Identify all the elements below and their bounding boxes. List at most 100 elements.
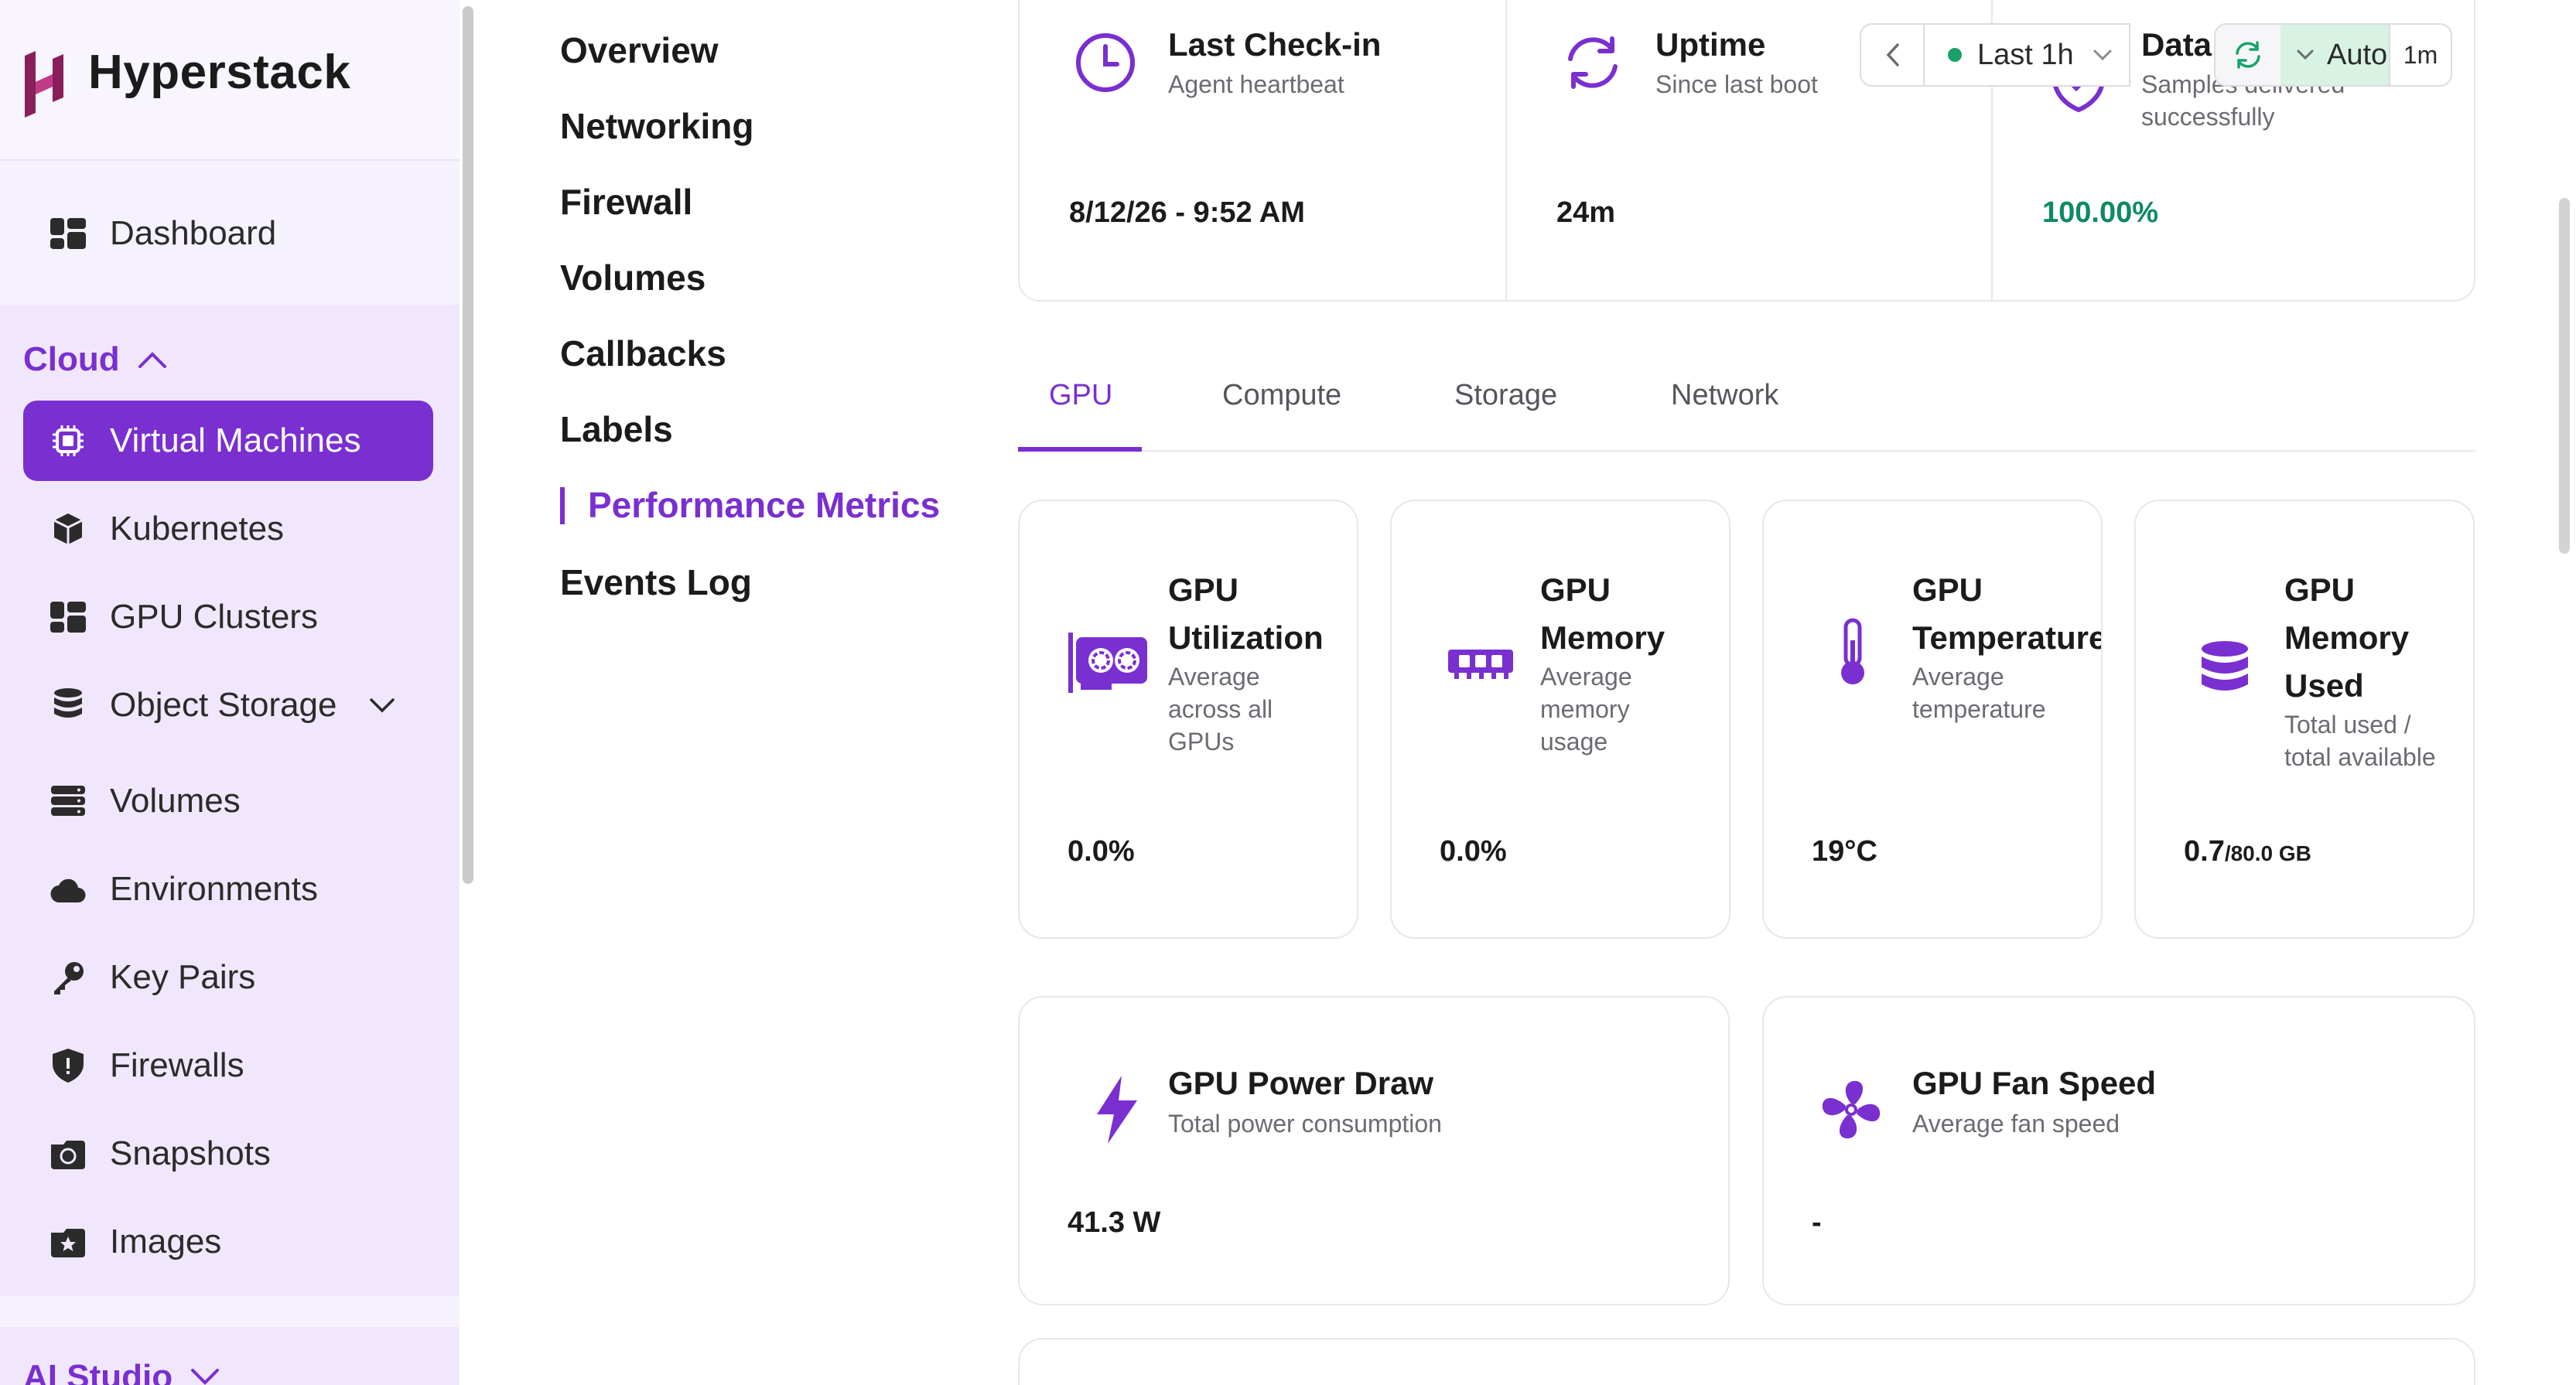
metric-card-gpu-memory-used: GPU Memory Used Total used / total availab… xyxy=(2134,500,2475,939)
tab-active-indicator xyxy=(1018,447,1142,452)
dashboard-icon xyxy=(48,213,88,254)
chevron-down-icon xyxy=(2093,49,2112,61)
metric-subtitle: Average memory usage xyxy=(1540,663,1632,756)
subnav-overview[interactable]: Overview xyxy=(560,30,719,70)
metric-value: 0.7/80.0 GB xyxy=(2184,835,2311,868)
subnav-networking[interactable]: Networking xyxy=(560,106,754,146)
main-scrollbar[interactable] xyxy=(2559,198,2570,554)
refresh-button[interactable] xyxy=(2216,25,2280,85)
metric-value: 0.0% xyxy=(1440,835,1507,868)
tab-gpu[interactable]: GPU xyxy=(1049,379,1113,411)
metric-card-gpu-temperature: GPU Temperature Average temperature 19°C xyxy=(1762,500,2103,939)
metric-card-gpu-memory: GPU Memory Average memory usage 0.0% xyxy=(1390,500,1730,939)
subnav-firewall[interactable]: Firewall xyxy=(560,182,693,222)
metric-title: GPU Utilization xyxy=(1168,571,1324,656)
live-status-dot xyxy=(1948,48,1962,62)
metric-subtitle: Average fan speed xyxy=(1912,1110,2120,1138)
sidebar-item-label: Key Pairs xyxy=(110,958,256,996)
stat-title: Last Check-in xyxy=(1168,26,1382,63)
sidebar-item-kubernetes[interactable]: Kubernetes xyxy=(23,489,433,569)
stat-value: 8/12/26 - 9:52 AM xyxy=(1069,196,1305,229)
subnav-volumes[interactable]: Volumes xyxy=(560,258,706,298)
shield-icon xyxy=(48,1046,88,1086)
star-image-icon xyxy=(48,1222,88,1262)
sidebar-item-key-pairs[interactable]: Key Pairs xyxy=(23,937,433,1018)
subnav-performance-metrics[interactable]: Performance Metrics xyxy=(588,485,941,525)
sidebar-item-label: Object Storage xyxy=(110,686,337,724)
chip-icon xyxy=(48,421,88,461)
sidebar-item-object-storage[interactable]: Object Storage xyxy=(23,665,433,745)
chevron-down-icon xyxy=(369,698,395,713)
metric-card-gpu-fan-speed: GPU Fan Speed Average fan speed - xyxy=(1762,996,2475,1305)
stat-title: Uptime xyxy=(1655,26,1766,63)
sidebar-item-label: Images xyxy=(110,1223,222,1260)
clock-icon xyxy=(1076,33,1135,92)
database-icon xyxy=(48,685,88,725)
subnav-active-indicator xyxy=(560,487,565,524)
auto-refresh-label: Auto xyxy=(2327,38,2388,71)
sidebar-item-volumes[interactable]: Volumes xyxy=(23,761,433,841)
sidebar-item-dashboard[interactable]: Dashboard xyxy=(23,193,433,274)
brand-header: Hyperstack xyxy=(0,0,460,161)
cloud-group-label: Cloud xyxy=(23,340,120,378)
gpu-card-icon xyxy=(1068,622,1150,704)
sidebar-item-label: Environments xyxy=(110,870,319,908)
sidebar-item-label: Snapshots xyxy=(110,1134,271,1172)
sidebar-item-label: Virtual Machines xyxy=(110,421,361,459)
fan-icon xyxy=(1810,1069,1892,1151)
stat-uptime: Uptime Since last boot 24m xyxy=(1505,0,1991,302)
subnav-events-log[interactable]: Events Log xyxy=(560,562,752,602)
ai-studio-group xyxy=(0,1327,460,1385)
sidebar: Hyperstack Dashboard Cloud Virtual Machi… xyxy=(0,0,460,1385)
sidebar-item-firewalls[interactable]: Firewalls xyxy=(23,1025,433,1106)
thermometer-icon xyxy=(1812,611,1894,693)
refresh-interval[interactable]: 1m xyxy=(2389,25,2451,85)
sidebar-item-label: Kubernetes xyxy=(110,510,285,548)
sidebar-item-images[interactable]: Images xyxy=(23,1202,433,1282)
tab-network[interactable]: Network xyxy=(1671,379,1779,411)
sidebar-item-virtual-machines[interactable]: Virtual Machines xyxy=(23,401,433,481)
ai-studio-label: AI Studio xyxy=(23,1358,173,1385)
metric-subtitle: Total power consumption xyxy=(1168,1110,1442,1138)
metric-title: GPU Temperature xyxy=(1912,571,2103,656)
metric-title: GPU Memory xyxy=(1540,571,1666,656)
sidebar-item-snapshots[interactable]: Snapshots xyxy=(23,1114,433,1194)
chevron-down-icon xyxy=(191,1369,220,1385)
chevron-left-icon xyxy=(1886,43,1899,67)
metric-tabs: GPU Compute Storage Network xyxy=(1018,363,2475,452)
sidebar-item-environments[interactable]: Environments xyxy=(23,849,433,930)
sidebar-item-gpu-clusters[interactable]: GPU Clusters xyxy=(23,577,433,657)
cloud-icon xyxy=(48,869,88,909)
time-range-select[interactable]: Last 1h xyxy=(1925,23,2130,87)
cube-icon xyxy=(48,509,88,549)
metric-card-gpu-utilization: GPU Utilization Average across all GPUs 0… xyxy=(1018,500,1358,939)
sidebar-scrollbar[interactable] xyxy=(463,6,473,884)
tab-storage[interactable]: Storage xyxy=(1454,379,1558,411)
tab-compute[interactable]: Compute xyxy=(1222,379,1342,411)
chevron-up-icon xyxy=(138,352,166,368)
refresh-controls: Auto 1m xyxy=(2214,23,2452,87)
sidebar-item-label: Firewalls xyxy=(110,1046,244,1084)
stat-value: 100.00% xyxy=(2042,196,2159,229)
metric-subtitle: Average across all GPUs xyxy=(1168,663,1273,756)
metric-value: 41.3 W xyxy=(1068,1206,1161,1239)
stat-title: Data xyxy=(2141,26,2212,63)
subnav-labels[interactable]: Labels xyxy=(560,409,673,449)
metric-title: GPU Memory Used xyxy=(2284,571,2410,704)
ai-studio-toggle[interactable]: AI Studio xyxy=(23,1358,220,1385)
sidebar-item-label: Dashboard xyxy=(110,214,277,252)
sidebar-item-label: Volumes xyxy=(110,782,241,820)
metric-subtitle: Total used / total available xyxy=(2284,711,2436,771)
stat-value: 24m xyxy=(1556,196,1616,229)
subnav-callbacks[interactable]: Callbacks xyxy=(560,333,726,374)
grid-icon xyxy=(48,597,88,637)
time-back-button[interactable] xyxy=(1860,23,1925,87)
brand-name: Hyperstack xyxy=(88,46,351,99)
metric-unit: /80.0 GB xyxy=(2224,841,2311,865)
metric-card-partial xyxy=(1018,1338,2475,1385)
auto-refresh-toggle[interactable]: Auto xyxy=(2280,25,2389,85)
chevron-down-icon xyxy=(2297,49,2314,60)
cloud-group-toggle[interactable]: Cloud xyxy=(23,340,168,379)
time-range-controls: Last 1h xyxy=(1860,23,2130,87)
hyperstack-logo-icon xyxy=(25,51,63,118)
